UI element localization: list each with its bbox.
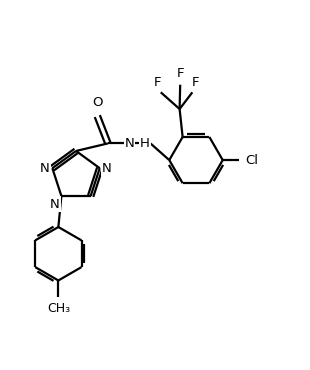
Text: F: F xyxy=(154,76,162,89)
Text: N: N xyxy=(40,162,50,175)
Text: H: H xyxy=(140,137,150,150)
Text: CH₃: CH₃ xyxy=(47,302,70,315)
Text: N: N xyxy=(125,137,134,150)
Text: F: F xyxy=(192,76,199,89)
Text: O: O xyxy=(92,96,103,110)
Text: N: N xyxy=(50,198,60,211)
Text: F: F xyxy=(176,67,184,80)
Text: N: N xyxy=(102,162,112,175)
Text: Cl: Cl xyxy=(246,154,259,166)
